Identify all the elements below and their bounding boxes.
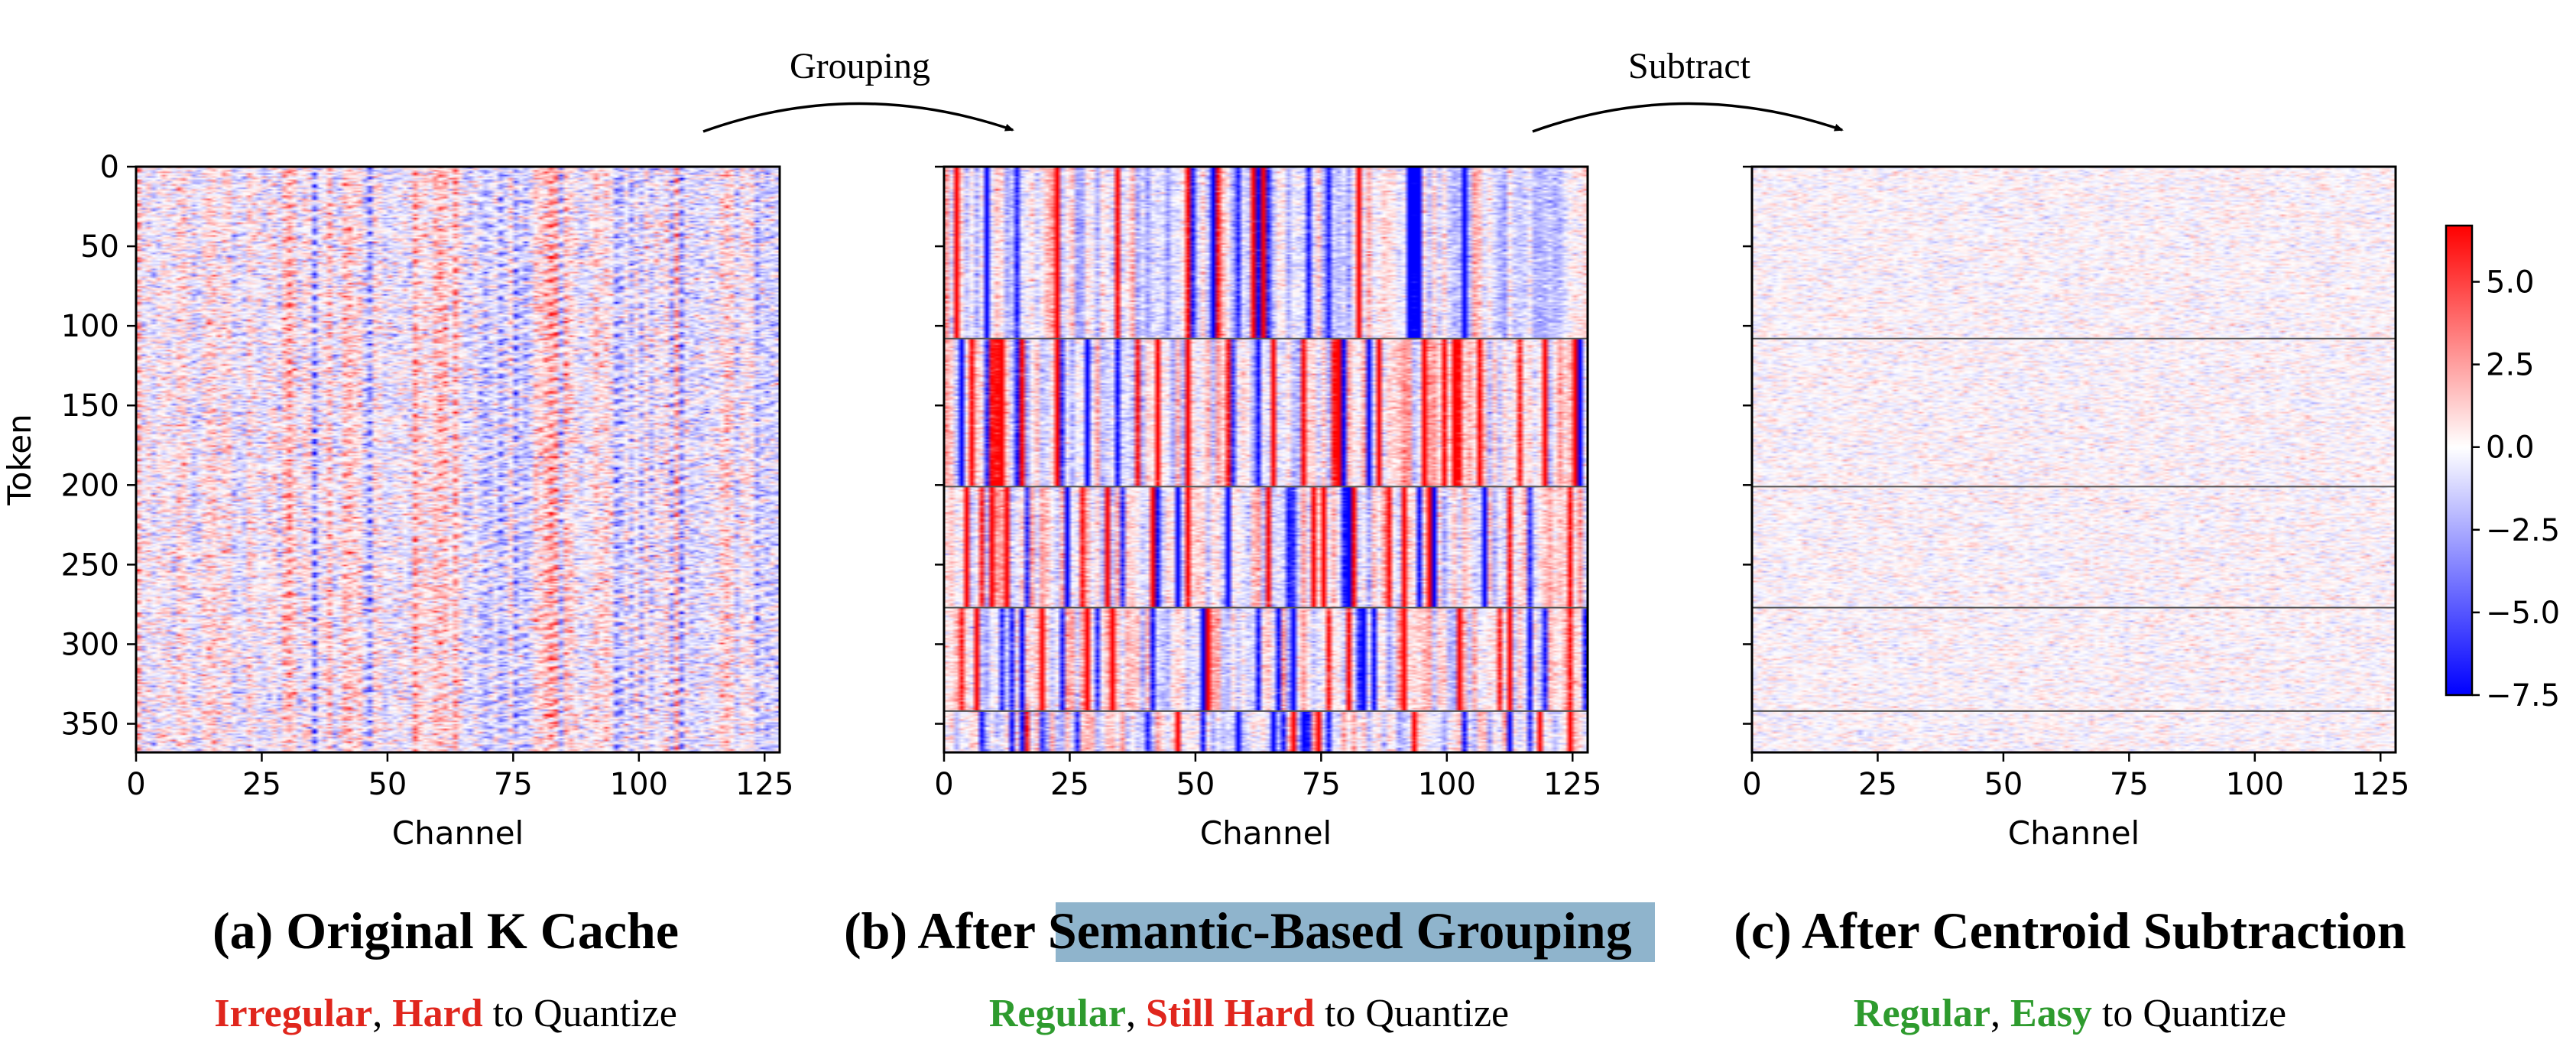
x-axis-label-a: Channel — [392, 814, 524, 852]
grouping-arrow-label: Grouping — [790, 46, 930, 86]
x-tick-label: 0 — [934, 767, 953, 802]
x-tick-label: 100 — [2226, 767, 2284, 802]
colorbar-tick-label: −5.0 — [2486, 596, 2560, 631]
y-tick-label: 50 — [80, 229, 119, 265]
colorbar-tick-label: 5.0 — [2486, 265, 2535, 301]
x-ticks-b: 0 25 50 75 100 125 — [934, 752, 1601, 802]
y-tick-label: 350 — [61, 707, 119, 742]
x-tick-label: 25 — [1858, 767, 1897, 802]
caption-segment: to Quantize — [1315, 992, 1509, 1035]
colorbar-gradient — [2445, 224, 2474, 697]
x-tick-label: 125 — [735, 767, 793, 802]
y-axis-label-a: Token — [1, 414, 38, 506]
caption-segment: Regular — [1854, 992, 1990, 1035]
subtract-arrow: Subtract — [1532, 46, 1844, 133]
x-tick-label: 0 — [126, 767, 145, 802]
caption-segment: Irregular — [214, 992, 372, 1035]
panel-title-b-highlight: Semantic-Based Grouping — [1048, 902, 1632, 960]
x-tick-label: 75 — [1302, 767, 1341, 802]
colorbar-tick-label: −2.5 — [2486, 513, 2560, 548]
caption-segment: , — [1990, 992, 2010, 1035]
heatmap-semantic-grouping — [944, 167, 1588, 752]
caption-segment: Hard — [392, 992, 483, 1035]
x-tick-label: 50 — [1984, 767, 2023, 802]
panel-title-b-prefix: (b) After — [844, 902, 1048, 960]
colorbar-tick-label: 0.0 — [2486, 431, 2535, 466]
colorbar-ticks: 5.0 2.5 0.0 −2.5 −5.0 −7.5 — [2472, 265, 2560, 713]
x-axis-label-c: Channel — [2008, 814, 2140, 852]
x-tick-label: 100 — [610, 767, 668, 802]
caption-segment: Regular — [989, 992, 1126, 1035]
x-tick-label: 50 — [1176, 767, 1215, 802]
y-ticks-a: 0 50 100 150 200 250 300 350 — [61, 150, 136, 742]
plot-frame-c — [1750, 165, 2397, 754]
x-axis-label-b: Channel — [1200, 814, 1332, 852]
y-tick-label: 250 — [61, 547, 119, 583]
group-boundaries-b — [944, 337, 1588, 712]
colorbar-tick-label: 2.5 — [2486, 348, 2535, 383]
x-tick-label: 25 — [242, 767, 281, 802]
panel-semantic-grouping: 0 25 50 75 100 125 Channel (b) After Semantic… — [844, 165, 1655, 1035]
x-tick-label: 25 — [1050, 767, 1089, 802]
caption-b: Regular, Still Hard to Quantize — [989, 992, 1509, 1035]
caption-segment: Still Hard — [1146, 992, 1315, 1035]
y-ticks-b — [935, 165, 944, 725]
x-ticks-a: 0 25 50 75 100 125 — [126, 752, 793, 802]
x-tick-label: 125 — [2351, 767, 2409, 802]
panel-original-k-cache: 0 25 50 75 100 125 0 50 100 150 200 250 300 350 Chan… — [1, 150, 793, 1035]
y-tick-label: 100 — [61, 309, 119, 344]
x-tick-label: 125 — [1543, 767, 1601, 802]
caption-segment: to Quantize — [2092, 992, 2286, 1035]
x-tick-label: 75 — [494, 767, 533, 802]
colorbar: 5.0 2.5 0.0 −2.5 −5.0 −7.5 — [2445, 224, 2560, 713]
panel-title-b: (b) After Semantic-Based Grouping — [844, 902, 1632, 960]
plot-frame-a — [135, 165, 781, 754]
heatmap-centroid-subtraction — [1752, 167, 2396, 752]
caption-segment: , — [1126, 992, 1146, 1035]
heatmap-original-k-cache — [136, 167, 780, 752]
y-tick-label: 150 — [61, 388, 119, 424]
panel-title-a: (a) Original K Cache — [213, 902, 679, 960]
y-tick-label: 200 — [61, 468, 119, 503]
x-tick-label: 75 — [2110, 767, 2149, 802]
caption-segment: to Quantize — [483, 992, 677, 1035]
x-tick-label: 50 — [368, 767, 407, 802]
y-tick-label: 300 — [61, 627, 119, 662]
x-ticks-c: 0 25 50 75 100 125 — [1742, 752, 2409, 802]
group-boundaries-c — [1752, 337, 2396, 712]
plot-frame-b — [942, 165, 1589, 754]
caption-a: Irregular, Hard to Quantize — [214, 992, 677, 1035]
x-tick-label: 0 — [1742, 767, 1761, 802]
caption-segment: Easy — [2010, 992, 2092, 1035]
colorbar-tick-label: −7.5 — [2486, 678, 2560, 713]
x-tick-label: 100 — [1418, 767, 1476, 802]
y-tick-label: 0 — [100, 150, 119, 185]
caption-segment: , — [372, 992, 392, 1035]
caption-c: Regular, Easy to Quantize — [1854, 992, 2286, 1035]
panel-centroid-subtraction: 0 25 50 75 100 125 Channel (c) After Centroid… — [1734, 165, 2409, 1035]
y-ticks-c — [1743, 165, 1752, 725]
grouping-arrow: Grouping — [702, 46, 1014, 133]
subtract-arrow-label: Subtract — [1628, 46, 1751, 86]
panel-title-c: (c) After Centroid Subtraction — [1734, 902, 2406, 960]
title-highlight-b — [1056, 902, 1655, 962]
